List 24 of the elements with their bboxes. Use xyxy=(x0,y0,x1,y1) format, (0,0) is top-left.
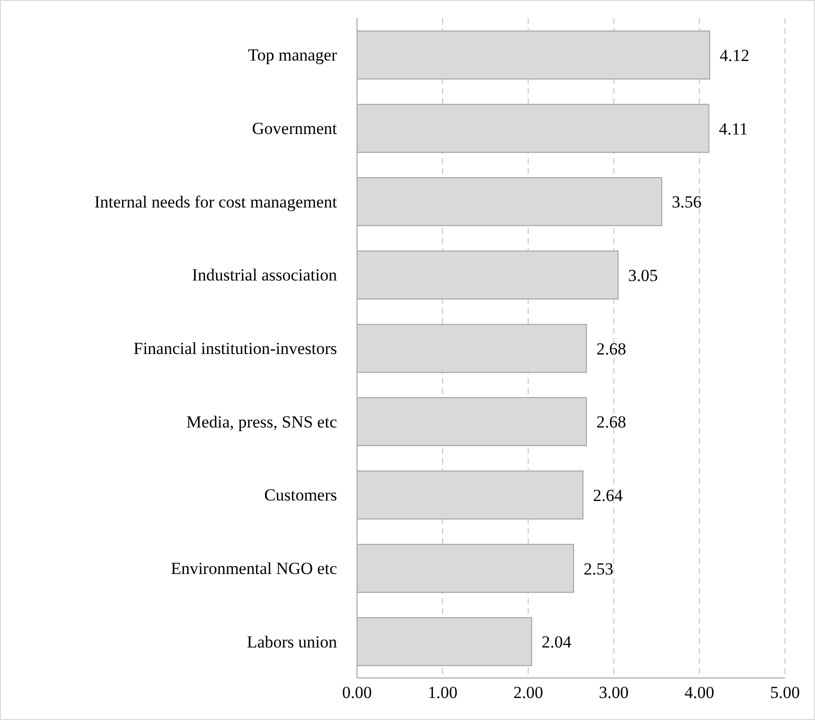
data-label: 2.68 xyxy=(596,339,626,358)
data-label: 2.64 xyxy=(592,486,624,506)
y-tick-label: Media, press, SNS etc xyxy=(186,412,338,432)
data-label: 3.05 xyxy=(628,266,658,286)
x-tick-label: 0.00 xyxy=(342,683,372,702)
y-tick-label: Government xyxy=(252,119,338,138)
x-tick-label: 2.00 xyxy=(513,683,544,702)
data-label: 2.53 xyxy=(584,559,614,578)
x-tick-label: 5.00 xyxy=(770,683,800,702)
y-tick-label: Top manager xyxy=(248,46,338,65)
y-tick-label: Labors union xyxy=(246,632,338,652)
x-tick-label: 1.00 xyxy=(428,683,458,702)
data-label: 2.04 xyxy=(542,632,572,652)
y-tick-label: Environmental NGO etc xyxy=(170,559,338,578)
y-tick-label: Internal needs for cost management xyxy=(94,192,338,212)
y-tick-label: Industrial association xyxy=(192,266,338,285)
data-label: 4.11 xyxy=(718,119,748,138)
x-tick-label: 3.00 xyxy=(598,683,629,702)
x-tick-label: 4.00 xyxy=(684,683,714,702)
y-tick-label: Customers xyxy=(264,486,337,505)
data-label: 2.68 xyxy=(596,412,626,432)
data-label: 3.56 xyxy=(672,192,702,212)
data-label: 4.12 xyxy=(720,46,750,66)
y-tick-label: Financial institution-investors xyxy=(133,339,337,358)
